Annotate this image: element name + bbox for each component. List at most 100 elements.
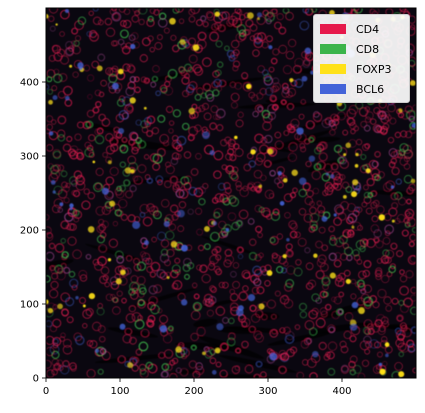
foxp3-spot <box>410 80 416 86</box>
cell-ring <box>282 82 289 90</box>
cell-ring <box>186 84 195 93</box>
cell-ring <box>380 125 388 134</box>
cell-ring <box>394 362 403 371</box>
cell-ring <box>118 199 128 209</box>
cell-ring <box>287 125 296 134</box>
cell-ring <box>363 319 373 328</box>
cell-ring <box>315 317 326 328</box>
cell-ring <box>188 126 199 136</box>
cell-ring <box>96 127 104 135</box>
cell-ring <box>248 325 256 333</box>
cell-ring <box>129 281 139 292</box>
cell-ring <box>155 90 161 96</box>
cell-ring <box>333 296 342 305</box>
cell-ring <box>172 109 181 118</box>
cell-ring <box>347 213 358 223</box>
cell-ring <box>349 366 355 372</box>
cell-ring <box>255 360 263 368</box>
cell-ring <box>270 57 278 65</box>
cell-ring <box>266 35 273 43</box>
cell-ring <box>271 254 281 264</box>
cell-ring <box>243 163 252 172</box>
bcl6-spot <box>101 187 109 195</box>
cell-ring <box>172 280 183 290</box>
cell-ring <box>151 127 159 135</box>
cell-ring <box>388 207 398 217</box>
bcl6-spot <box>112 82 119 90</box>
cell-ring <box>157 148 166 157</box>
cell-ring <box>220 342 229 352</box>
cell-ring <box>221 164 228 170</box>
cell-ring <box>264 280 271 287</box>
cell-ring <box>160 239 170 248</box>
cell-ring <box>350 293 357 300</box>
cell-ring <box>278 44 288 54</box>
cell-ring <box>46 320 53 328</box>
cell-ring <box>231 40 240 49</box>
cell-ring <box>356 206 363 213</box>
cell-ring <box>105 176 115 186</box>
cell-ring <box>94 89 102 97</box>
cell-ring <box>87 191 96 200</box>
cell-ring <box>52 149 61 158</box>
cell-ring <box>274 21 282 30</box>
cell-ring <box>247 218 255 225</box>
cell-ring <box>357 225 363 231</box>
cell-ring <box>148 285 158 295</box>
cell-ring <box>374 319 383 328</box>
cell-ring <box>372 301 380 309</box>
cell-ring <box>147 302 156 311</box>
dark-streak <box>197 335 264 359</box>
cell-ring <box>62 185 70 193</box>
cell-ring <box>262 121 272 131</box>
cell-ring <box>127 155 137 165</box>
cell-ring <box>196 39 207 50</box>
cell-ring <box>65 182 71 189</box>
cell-ring <box>146 265 154 273</box>
cell-ring <box>105 145 115 155</box>
dark-streak <box>319 301 374 319</box>
cell-ring <box>383 296 392 305</box>
cell-ring <box>274 290 281 297</box>
foxp3-spot <box>345 142 351 149</box>
cell-ring <box>46 251 55 261</box>
cell-ring <box>293 64 302 74</box>
cell-ring <box>94 134 105 145</box>
bcl6-spot <box>212 221 218 226</box>
cell-ring <box>209 260 215 267</box>
foxp3-spot <box>92 160 96 164</box>
cell-ring <box>363 125 371 132</box>
cell-ring <box>132 175 139 182</box>
foxp3-spot <box>55 23 58 26</box>
cell-ring <box>164 180 172 189</box>
bcl6-spot <box>211 370 217 375</box>
foxp3-spot <box>124 167 132 174</box>
cell-ring <box>196 19 203 26</box>
cell-ring <box>51 272 59 280</box>
cell-ring <box>218 231 226 239</box>
foxp3-spot <box>351 191 358 198</box>
cell-ring <box>64 47 75 57</box>
cell-ring <box>101 118 111 127</box>
cell-ring <box>237 253 244 260</box>
cell-ring <box>237 111 244 118</box>
cell-ring <box>271 313 277 320</box>
cell-ring <box>46 335 55 345</box>
cell-ring <box>355 138 363 146</box>
cell-ring <box>60 332 66 338</box>
cell-ring <box>212 89 220 97</box>
cell-ring <box>350 278 356 285</box>
cell-ring <box>360 288 367 294</box>
cell-ring <box>156 34 163 41</box>
cell-ring <box>109 137 119 146</box>
cell-ring <box>346 229 355 238</box>
cell-ring <box>142 216 153 227</box>
cell-ring <box>265 18 272 25</box>
cell-ring <box>181 76 190 85</box>
cell-ring <box>57 268 64 274</box>
cell-ring <box>371 215 379 223</box>
cell-ring <box>159 271 168 280</box>
cell-ring <box>57 129 66 138</box>
cell-ring <box>364 106 370 112</box>
cell-ring <box>357 372 366 378</box>
